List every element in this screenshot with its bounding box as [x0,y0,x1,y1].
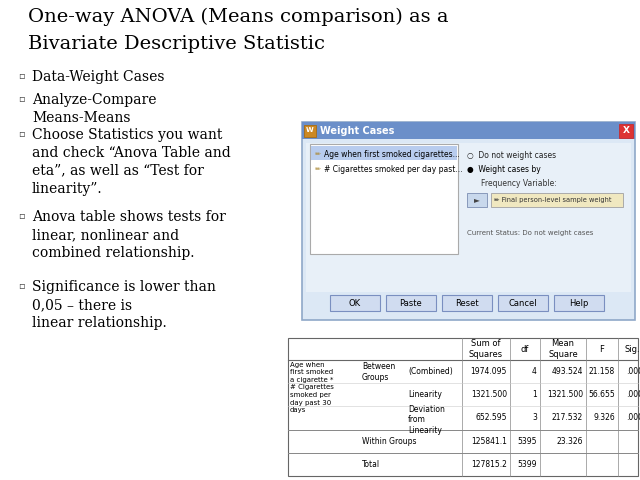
Text: 4: 4 [532,367,537,376]
Bar [288,338,638,476]
Text: W: W [306,128,314,133]
Text: 5399: 5399 [518,460,537,469]
Bar [302,122,635,320]
Text: Total: Total [362,460,380,469]
Text: Deviation
from
Linearity: Deviation from Linearity [408,405,445,435]
Text: 1321.500: 1321.500 [547,390,583,399]
Text: ✏ Final person-level sample weight: ✏ Final person-level sample weight [494,197,611,203]
Text: Help: Help [570,299,589,308]
Text: 127815.2: 127815.2 [471,460,507,469]
Bar [310,144,458,254]
Text: 125841.1: 125841.1 [471,437,507,446]
Text: X: X [623,126,630,135]
Text: Cancel: Cancel [509,299,538,308]
Text: Reset: Reset [455,299,479,308]
Text: Age when
first smoked
a cigarette *
# Cigarettes
smoked per
day past 30
days: Age when first smoked a cigarette * # Ci… [290,362,334,413]
Text: Weight Cases: Weight Cases [320,125,394,135]
Bar [491,193,623,207]
Text: ▫: ▫ [18,128,24,138]
Text: ○  Do not weight cases: ○ Do not weight cases [467,151,556,159]
Text: 217.532: 217.532 [552,413,583,422]
Text: Sig.: Sig. [624,345,640,353]
Bar [467,193,487,207]
Text: 23.326: 23.326 [557,437,583,446]
Text: 1: 1 [532,390,537,399]
Text: ●  Weight cases by: ● Weight cases by [467,165,541,173]
Text: F: F [600,345,604,353]
Text: ▫: ▫ [18,210,24,220]
Text: Bivariate Descriptive Statistic: Bivariate Descriptive Statistic [28,35,325,53]
Text: df: df [521,345,529,353]
Bar [306,143,631,292]
Text: 9.326: 9.326 [593,413,615,422]
Text: Anova table shows tests for
linear, nonlinear and
combined relationship.: Anova table shows tests for linear, nonl… [32,210,226,260]
Bar [442,295,492,311]
Text: Linearity: Linearity [408,390,442,399]
Text: 56.655: 56.655 [588,390,615,399]
Text: Between
Groups: Between Groups [362,362,396,382]
Text: ▫: ▫ [18,70,24,80]
Bar [330,295,380,311]
Text: Choose Statistics you want
and check “Anova Table and
eta”, as well as “Test for: Choose Statistics you want and check “An… [32,128,231,195]
Text: ►: ► [474,195,480,204]
Text: Significance is lower than
0,05 – there is
linear relationship.: Significance is lower than 0,05 – there … [32,280,216,330]
Text: Age when first smoked cigarettes...: Age when first smoked cigarettes... [324,150,460,159]
Bar [311,161,457,175]
Bar [302,122,635,139]
Text: 5395: 5395 [518,437,537,446]
Text: 652.595: 652.595 [476,413,507,422]
Text: (Combined): (Combined) [408,367,452,376]
Text: 3: 3 [532,413,537,422]
Text: OK: OK [349,299,361,308]
Text: Paste: Paste [399,299,422,308]
Text: Frequency Variable:: Frequency Variable: [481,179,557,188]
Text: Analyze-Compare
Means-Means: Analyze-Compare Means-Means [32,93,157,125]
Text: 1321.500: 1321.500 [471,390,507,399]
Text: ✏: ✏ [315,152,321,157]
Text: Current Status: Do not weight cases: Current Status: Do not weight cases [467,230,593,236]
Text: .000: .000 [626,367,640,376]
Text: Within Groups: Within Groups [362,437,417,446]
Bar [386,295,436,311]
Text: Mean
Square: Mean Square [548,339,578,359]
Bar [498,295,548,311]
Text: One-way ANOVA (Means comparison) as a: One-way ANOVA (Means comparison) as a [28,8,449,26]
Bar [554,295,604,311]
Text: 493.524: 493.524 [552,367,583,376]
Bar [304,125,316,137]
Text: .000: .000 [626,390,640,399]
Text: Sum of
Squares: Sum of Squares [469,339,503,359]
Text: ▫: ▫ [18,280,24,290]
Bar [311,146,457,160]
Text: .000: .000 [626,413,640,422]
Text: 21.158: 21.158 [589,367,615,376]
Bar [619,124,633,138]
Text: Data-Weight Cases: Data-Weight Cases [32,70,164,84]
Text: ✏: ✏ [315,167,321,172]
Text: # Cigarettes smoked per day past...: # Cigarettes smoked per day past... [324,165,463,174]
Text: ▫: ▫ [18,93,24,103]
Text: 1974.095: 1974.095 [470,367,507,376]
